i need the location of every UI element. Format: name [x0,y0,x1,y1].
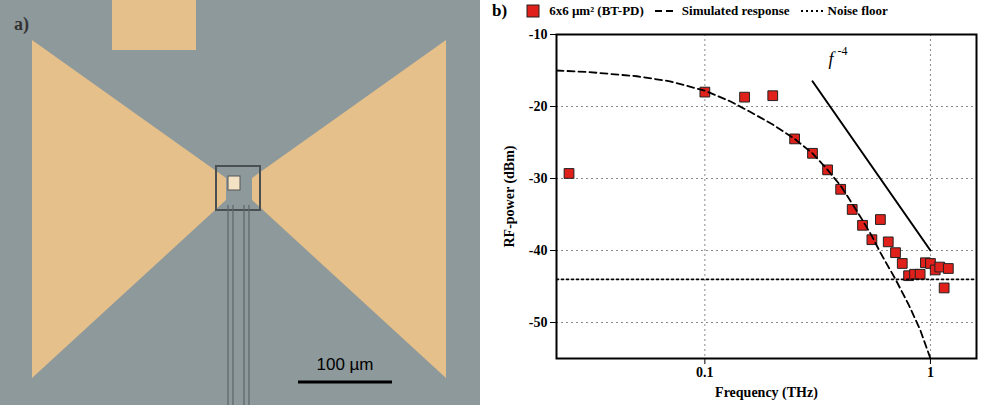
svg-text:-20: -20 [529,99,548,114]
svg-text:1: 1 [927,365,934,380]
html-text:b): b) [492,1,508,20]
svg-text:100 µm: 100 µm [316,355,373,374]
svg-text:RF-power (dBm): RF-power (dBm) [502,145,518,247]
html-text:6x6 µm² (BT-PD): 6x6 µm² (BT-PD) [549,3,644,18]
svg-text:-10: -10 [529,27,548,42]
svg-text:a): a) [14,14,29,35]
svg-text:-50: -50 [529,315,548,330]
html-text:Simulated response: Simulated response [681,3,790,18]
svg-text:-30: -30 [529,171,548,186]
svg-text:0.1: 0.1 [696,365,714,380]
html-text:Noise floor: Noise floor [827,3,888,18]
svg-text:Frequency (THz): Frequency (THz) [715,385,818,401]
svg-text:-4: -4 [837,44,847,58]
svg-text:f: f [828,49,836,69]
svg-text:-40: -40 [529,243,548,258]
